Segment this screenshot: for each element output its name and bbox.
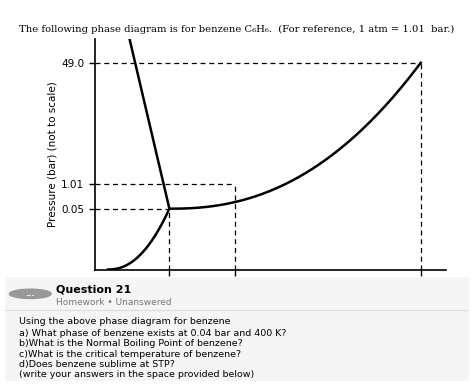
X-axis label: Temperature (K): Temperature (K) bbox=[216, 294, 325, 307]
Text: a) What phase of benzene exists at 0.04 bar and 400 K?: a) What phase of benzene exists at 0.04 … bbox=[18, 329, 286, 338]
Text: Question 21: Question 21 bbox=[56, 285, 131, 295]
Text: Using the above phase diagram for benzene: Using the above phase diagram for benzen… bbox=[18, 317, 230, 326]
Circle shape bbox=[9, 289, 51, 298]
Text: The following phase diagram is for benzene C₆H₆.  (For reference, 1 atm = 1.01  : The following phase diagram is for benze… bbox=[19, 25, 455, 34]
FancyBboxPatch shape bbox=[0, 276, 474, 382]
Text: d)Does benzene sublime at STP?: d)Does benzene sublime at STP? bbox=[18, 360, 174, 369]
Text: Homework • Unanswered: Homework • Unanswered bbox=[56, 298, 172, 306]
Text: b)What is the Normal Boiling Point of benzene?: b)What is the Normal Boiling Point of be… bbox=[18, 339, 242, 348]
Text: ...: ... bbox=[26, 290, 35, 298]
Text: c)What is the critical temperature of benzene?: c)What is the critical temperature of be… bbox=[18, 350, 241, 358]
Y-axis label: Pressure (bar) (not to scale): Pressure (bar) (not to scale) bbox=[47, 81, 57, 227]
Text: (write your answers in the space provided below): (write your answers in the space provide… bbox=[18, 370, 254, 379]
